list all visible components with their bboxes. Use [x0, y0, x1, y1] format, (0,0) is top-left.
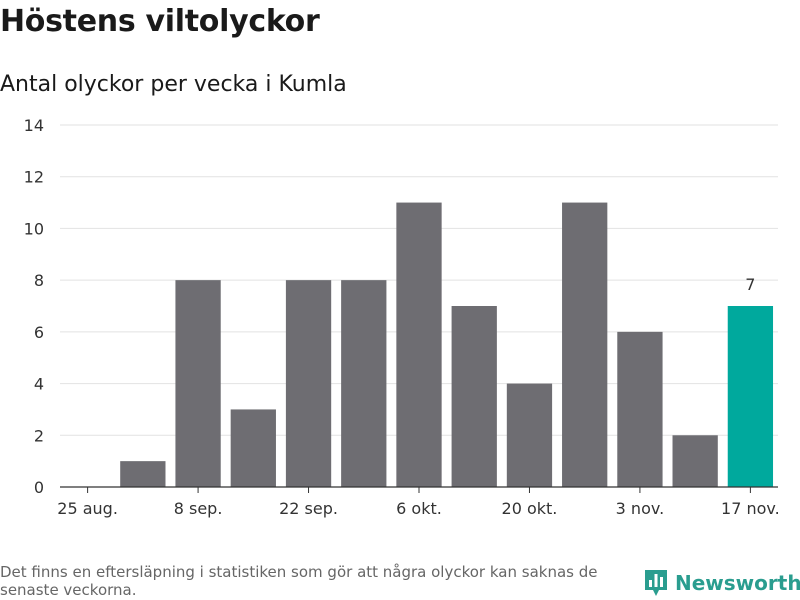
footnote: Det finns en eftersläpning i statistiken… — [0, 563, 598, 599]
y-tick-label: 14 — [24, 116, 44, 135]
y-tick-label: 4 — [34, 375, 44, 394]
bar-17 nov. — [727, 306, 774, 487]
data-label: 7 — [745, 275, 755, 294]
bar-8 sep. — [175, 280, 221, 487]
x-tick-label: 6 okt. — [396, 499, 442, 518]
chart-subtitle: Antal olyckor per vecka i Kumla — [0, 72, 347, 97]
bar-3 nov. — [617, 331, 663, 487]
brand[interactable]: Newsworthy — [643, 568, 800, 598]
x-tick-label: 8 sep. — [174, 499, 223, 518]
y-tick-label: 10 — [24, 219, 44, 238]
bars — [120, 202, 774, 488]
chart-title: Höstens viltolyckor — [0, 4, 320, 39]
bar-13 okt. — [451, 306, 497, 487]
bar-15 sep. — [230, 409, 276, 487]
y-tick-label: 8 — [34, 271, 44, 290]
y-tick-label: 6 — [34, 323, 44, 342]
x-tick-label: 22 sep. — [279, 499, 338, 518]
bar-1 sep. — [120, 461, 166, 487]
x-tick-label: 17 nov. — [721, 499, 780, 518]
bar-20 okt. — [506, 383, 553, 487]
y-tick-label: 12 — [24, 168, 44, 187]
x-tick-label: 25 aug. — [57, 499, 118, 518]
brand-name: Newsworthy — [675, 571, 800, 595]
bar-22 sep. — [285, 280, 332, 487]
x-tick-label: 3 nov. — [616, 499, 665, 518]
bar-27 okt. — [562, 202, 608, 488]
bar-chart-badge-icon — [645, 570, 667, 596]
y-axis-ticks: 0 2 4 6 8 10 12 14 — [24, 116, 44, 497]
y-tick-label: 0 — [34, 478, 44, 497]
bar-chart: 0 2 4 6 8 10 12 14 7 25 aug. 8 sep. 22 sep. 6 okt.… — [24, 116, 780, 518]
data-labels: 7 — [745, 275, 755, 294]
bar-10 nov. — [672, 435, 718, 487]
bar-29 sep. — [341, 280, 387, 487]
x-axis: 25 aug. 8 sep. 22 sep. 6 okt. 20 okt. 3 nov. 1… — [57, 486, 780, 518]
y-tick-label: 2 — [34, 426, 44, 445]
bar-6 okt. — [396, 202, 442, 488]
x-tick-label: 20 okt. — [502, 499, 558, 518]
